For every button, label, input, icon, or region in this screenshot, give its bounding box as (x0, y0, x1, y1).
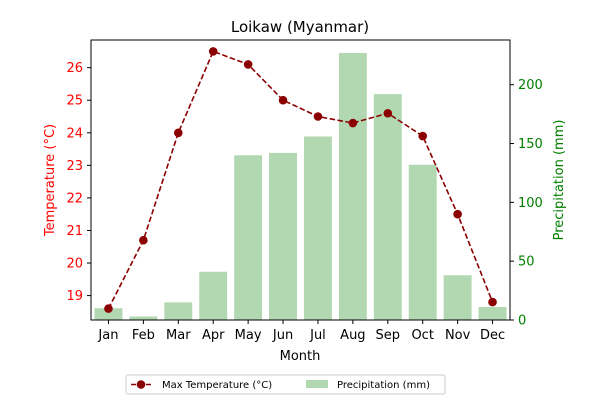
legend: Max Temperature (°C) Precipitation (mm) (125, 374, 446, 395)
x-tick-label: Apr (202, 328, 225, 343)
y-left-tick-label: 24 (66, 126, 83, 141)
y-axis-right-label: Precipitation (mm) (552, 120, 567, 241)
y-left-tick-label: 23 (66, 159, 83, 174)
y-left-tick-label: 20 (66, 257, 83, 272)
bars-layer (94, 52, 507, 321)
x-tick-label: Jan (97, 328, 118, 343)
point-max-temperature-sep (383, 108, 393, 118)
point-max-temperature-dec (488, 297, 497, 307)
bar-precipitation-oct (408, 164, 437, 320)
point-max-temperature-nov (453, 209, 462, 219)
y-axis-left-label: Temperature (°C) (43, 124, 58, 237)
point-max-temperature-may (243, 60, 253, 69)
x-tick-label: Dec (480, 328, 505, 343)
point-max-temperature-jan (104, 304, 113, 313)
y-right-tick-label: 50 (518, 255, 535, 270)
y-left-tick-label: 26 (66, 61, 83, 76)
chart-title: Loikaw (Myanmar) (231, 18, 369, 36)
plot-frame (90, 39, 511, 321)
bar-precipitation-may (234, 155, 263, 320)
point-max-temperature-aug (348, 118, 358, 128)
point-max-temperature-jun (278, 95, 288, 105)
legend-frame (125, 374, 446, 395)
bar-precipitation-apr (199, 271, 228, 320)
legend-label-temperature: Max Temperature (°C) (162, 380, 272, 391)
bar-precipitation-nov (443, 275, 472, 320)
x-tick-label: Feb (132, 328, 155, 343)
legend-line-marker (136, 380, 146, 389)
y-right-tick-label: 100 (518, 196, 543, 211)
bar-precipitation-aug (338, 52, 367, 321)
point-max-temperature-feb (139, 235, 148, 245)
y-right-tick-label: 200 (518, 78, 543, 93)
y-axis-left: 19 20 21 22 23 24 25 26 (66, 61, 91, 304)
y-axis-right: 0 50 100 150 200 (510, 78, 543, 329)
legend-bar-swatch (306, 380, 328, 388)
bar-precipitation-feb (129, 316, 158, 320)
bar-precipitation-jun (269, 152, 298, 320)
x-tick-label: Aug (340, 328, 365, 343)
x-axis: Jan Feb Mar Apr May Jun Jul Aug Sep Oct Nov Dec (97, 320, 505, 343)
y-left-tick-label: 21 (66, 224, 83, 239)
bar-precipitation-jan (94, 308, 123, 320)
y-left-tick-label: 19 (66, 289, 83, 304)
y-left-tick-label: 22 (66, 191, 83, 206)
point-max-temperature-mar (173, 128, 183, 138)
bar-precipitation-mar (164, 302, 193, 320)
y-right-tick-label: 150 (518, 137, 543, 152)
line-max-temperature (107, 50, 494, 309)
bar-precipitation-sep (373, 94, 402, 320)
legend-label-precipitation: Precipitation (mm) (337, 380, 430, 391)
x-tick-label: Jul (309, 328, 326, 343)
point-max-temperature-apr (208, 47, 218, 56)
x-axis-label: Month (280, 349, 321, 364)
bar-precipitation-dec (478, 307, 507, 320)
point-max-temperature-jul (313, 112, 323, 121)
x-tick-label: Nov (445, 328, 471, 343)
y-left-tick-label: 25 (66, 94, 83, 109)
x-tick-label: Oct (411, 328, 433, 343)
bar-precipitation-jul (303, 136, 332, 320)
x-tick-label: Sep (376, 328, 401, 343)
y-right-tick-label: 0 (518, 314, 526, 329)
point-max-temperature-oct (418, 131, 428, 141)
x-tick-label: Jun (272, 328, 293, 343)
x-tick-label: Mar (166, 328, 191, 343)
line-layer (104, 47, 497, 313)
x-tick-label: May (235, 328, 262, 343)
